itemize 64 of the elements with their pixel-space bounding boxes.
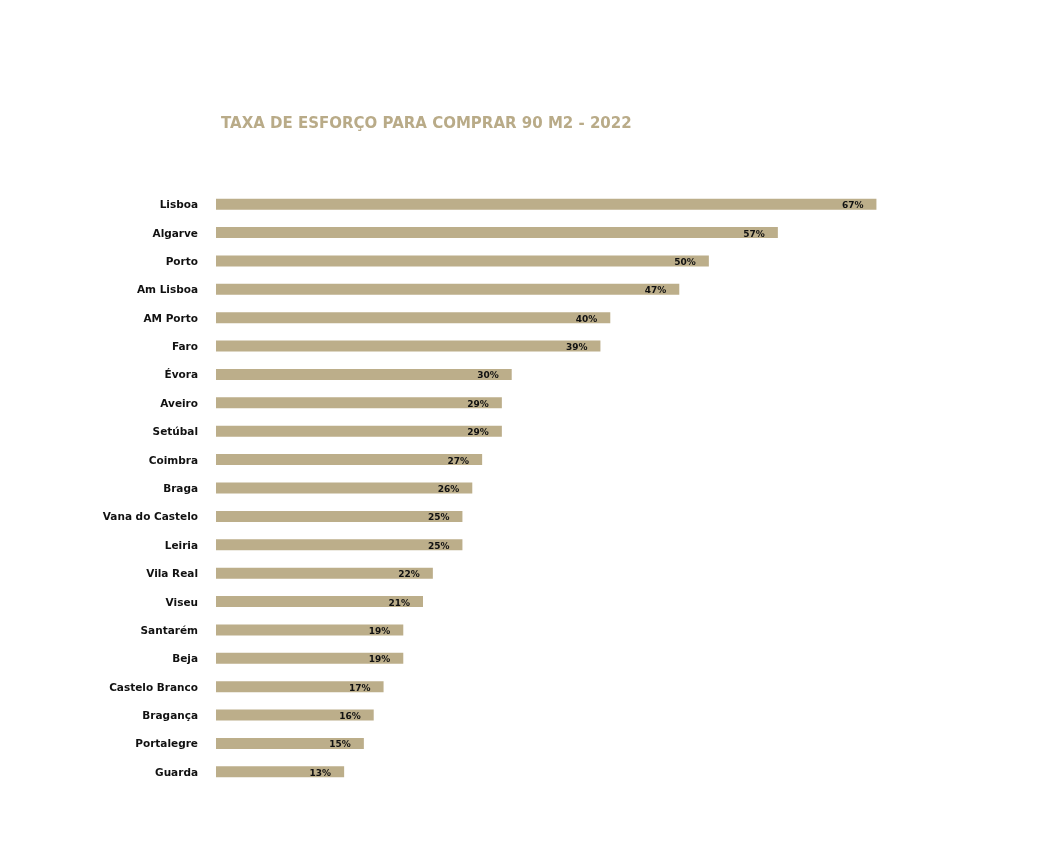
y-tick-label: Faro xyxy=(171,340,198,353)
y-tick-label: Am Lisboa xyxy=(136,283,198,296)
y-tick-label: Viseu xyxy=(165,595,198,608)
bar xyxy=(216,681,384,693)
bar xyxy=(216,283,680,295)
bar xyxy=(216,624,404,636)
data-label: 22% xyxy=(398,569,420,580)
data-label: 13% xyxy=(309,767,332,778)
y-tick-label: Vila Real xyxy=(146,567,198,580)
y-tick-label: Guarda xyxy=(155,765,198,778)
y-tick-label: Castelo Branco xyxy=(109,680,198,693)
data-label: 27% xyxy=(447,455,470,466)
data-label: 50% xyxy=(674,256,696,267)
y-tick-label: Porto xyxy=(165,254,198,267)
bar xyxy=(216,737,364,749)
data-label: 57% xyxy=(743,228,765,239)
data-label: 29% xyxy=(467,398,489,409)
data-label: 30% xyxy=(477,370,499,381)
chart-title: TAXA DE ESFORÇO PARA COMPRAR 90 M2 - 2022 xyxy=(221,113,632,132)
y-tick-label: Braga xyxy=(163,482,198,494)
y-tick-label: Leiria xyxy=(164,538,198,551)
y-tick-label: Lisboa xyxy=(159,198,198,211)
y-tick-label: Beja xyxy=(172,652,198,665)
bar xyxy=(216,539,463,551)
y-tick-label: Portalegre xyxy=(135,737,198,750)
data-label: 21% xyxy=(388,597,410,608)
data-label: 26% xyxy=(437,484,460,494)
bar xyxy=(216,255,709,267)
data-label: 40% xyxy=(575,313,598,324)
bar xyxy=(216,312,611,324)
data-label: 29% xyxy=(467,427,489,438)
y-tick-label: Évora xyxy=(164,368,198,381)
bar xyxy=(216,227,778,239)
y-tick-label: Santarém xyxy=(140,623,199,636)
data-label: 15% xyxy=(329,739,351,750)
bar xyxy=(216,340,601,352)
y-tick-label: Vana do Castelo xyxy=(102,510,198,523)
y-tick-label: Aveiro xyxy=(160,396,198,409)
bar xyxy=(216,397,502,409)
y-tick-label: Coimbra xyxy=(148,453,198,466)
bar xyxy=(216,510,463,522)
y-tick-label: Setúbal xyxy=(152,425,198,438)
y-tick-label: Algarve xyxy=(152,226,198,239)
data-label: 25% xyxy=(427,512,450,523)
data-label: 16% xyxy=(339,711,361,722)
bar xyxy=(216,482,473,494)
data-label: 25% xyxy=(427,540,450,551)
bar xyxy=(216,425,502,437)
data-label: 17% xyxy=(349,682,371,693)
y-tick-label: AM Porto xyxy=(143,311,198,324)
data-label: 47% xyxy=(644,285,667,296)
bar xyxy=(216,766,345,778)
bar xyxy=(216,652,404,664)
data-label: 67% xyxy=(841,200,864,211)
bar xyxy=(216,368,512,380)
data-label: 19% xyxy=(368,625,391,636)
bar xyxy=(216,709,374,721)
bar xyxy=(216,596,423,608)
bar xyxy=(216,567,433,579)
data-label: 19% xyxy=(368,654,391,665)
data-label: 39% xyxy=(565,342,588,353)
bar xyxy=(216,454,483,466)
y-tick-label: Bragança xyxy=(142,709,198,722)
bar xyxy=(216,198,877,210)
